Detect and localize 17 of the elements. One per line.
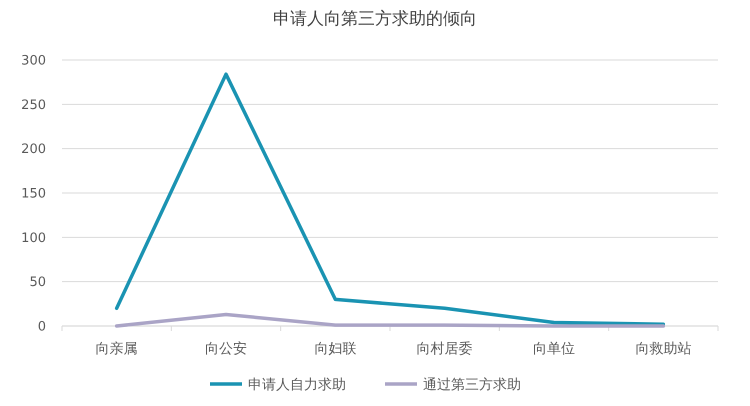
y-tick-label: 150 — [21, 186, 46, 202]
y-tick-label: 50 — [29, 275, 46, 290]
chart-title: 申请人向第三方求助的倾向 — [273, 9, 477, 29]
y-tick-label: 300 — [21, 54, 46, 69]
legend-label: 通过第三方求助 — [423, 376, 521, 393]
y-tick-label: 0 — [38, 320, 46, 335]
x-tick-label: 向救助站 — [635, 341, 692, 357]
legend-label: 申请人自力求助 — [248, 376, 346, 393]
y-tick-label: 250 — [21, 98, 46, 113]
y-tick-label: 200 — [21, 142, 46, 158]
x-tick-label: 向妇联 — [314, 341, 356, 357]
x-tick-label: 向村居委 — [416, 341, 473, 357]
x-tick-label: 向公安 — [205, 341, 247, 357]
y-tick-label: 100 — [21, 230, 46, 246]
x-tick-label: 向单位 — [533, 341, 575, 357]
line-series — [114, 72, 666, 326]
x-tick-label: 向亲属 — [96, 341, 138, 357]
